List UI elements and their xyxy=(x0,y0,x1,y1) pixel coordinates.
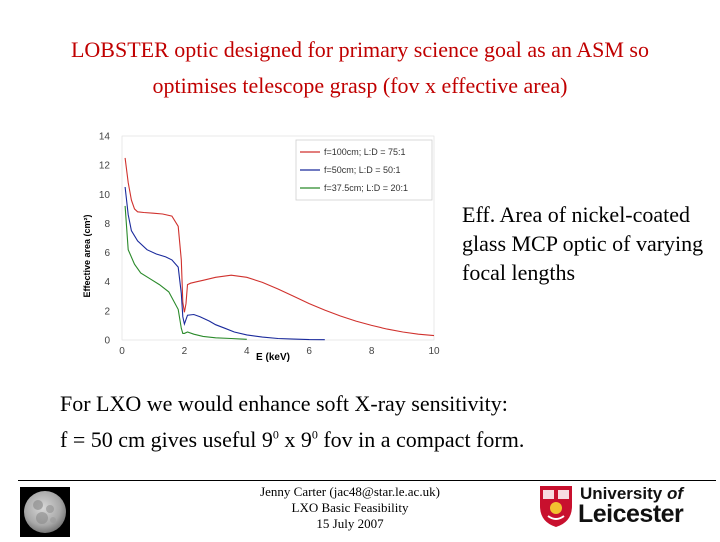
y-axis-label: Effective area (cm²) xyxy=(82,214,92,297)
legend-label: f=50cm; L:D = 50:1 xyxy=(324,165,401,175)
logo-text-leicester: Leicester xyxy=(578,500,684,528)
body-line-2-part-a: f = 50 cm gives useful 9 xyxy=(60,427,273,452)
logo-text-university: University of xyxy=(580,484,683,504)
x-tick-label: 2 xyxy=(182,346,188,357)
series-line-3 xyxy=(124,205,247,340)
lines-layer xyxy=(124,157,435,341)
body-line-2: f = 50 cm gives useful 90 x 90 fov in a … xyxy=(60,422,710,458)
y-tick-label: 12 xyxy=(99,161,111,172)
y-tick-label: 6 xyxy=(104,248,110,259)
footer-project: LXO Basic Feasibility xyxy=(291,500,409,515)
footer-date: 15 July 2007 xyxy=(316,516,384,531)
university-logo: University of Leicester xyxy=(538,484,704,530)
moon-icon xyxy=(20,487,70,537)
legend-label: f=100cm; L:D = 75:1 xyxy=(324,147,406,157)
x-tick-label: 10 xyxy=(428,346,440,357)
crest-icon xyxy=(540,486,572,527)
legend: f=100cm; L:D = 75:1 f=50cm; L:D = 50:1 f=3… xyxy=(295,139,433,201)
body-line-1: For LXO we would enhance soft X-ray sens… xyxy=(60,391,508,416)
y-tick-label: 8 xyxy=(104,219,110,230)
logo-of-word: of xyxy=(666,484,683,503)
chart-caption: Eff. Area of nickel-coated glass MCP opt… xyxy=(462,202,704,285)
x-tick-label: 4 xyxy=(244,346,250,357)
effective-area-chart: 0 2 4 6 8 10 0 2 4 6 8 10 12 14 f=100cm; L:D = 75:1 f=… xyxy=(78,128,450,368)
y-tick-label: 10 xyxy=(99,190,111,201)
footer-divider xyxy=(18,480,716,481)
logo-university-word: University xyxy=(580,484,667,503)
body-line-2-part-b: x 9 xyxy=(278,427,312,452)
body-line-2-part-c: fov in a compact form. xyxy=(317,427,525,452)
footer-author: Jenny Carter (jac48@star.le.ac.uk) xyxy=(260,484,440,499)
y-tick-label: 14 xyxy=(99,132,111,143)
y-tick-label: 0 xyxy=(104,336,110,347)
title-line-1: LOBSTER optic designed for primary scien… xyxy=(70,37,649,62)
x-tick-label: 0 xyxy=(119,346,125,357)
degree-superscript-2: 0 xyxy=(311,427,318,442)
y-tick-label: 4 xyxy=(104,277,110,288)
legend-label: f=37.5cm; L:D = 20:1 xyxy=(324,183,408,193)
series-line-2 xyxy=(124,186,325,341)
body-text: For LXO we would enhance soft X-ray sens… xyxy=(60,386,710,458)
title-line-2: optimises telescope grasp (fov x effecti… xyxy=(152,73,568,98)
x-axis-label: E (keV) xyxy=(256,352,290,363)
x-tick-label: 6 xyxy=(306,346,312,357)
x-tick-label: 8 xyxy=(369,346,375,357)
degree-superscript-1: 0 xyxy=(272,427,279,442)
y-tick-label: 2 xyxy=(104,306,110,317)
series-line-1 xyxy=(124,157,435,337)
slide-title: LOBSTER optic designed for primary scien… xyxy=(20,32,700,104)
footer-credits: Jenny Carter (jac48@star.le.ac.uk) LXO B… xyxy=(220,484,480,532)
ticks-layer: 0 2 4 6 8 10 0 2 4 6 8 10 12 14 xyxy=(99,132,440,358)
moon-image xyxy=(20,487,70,537)
